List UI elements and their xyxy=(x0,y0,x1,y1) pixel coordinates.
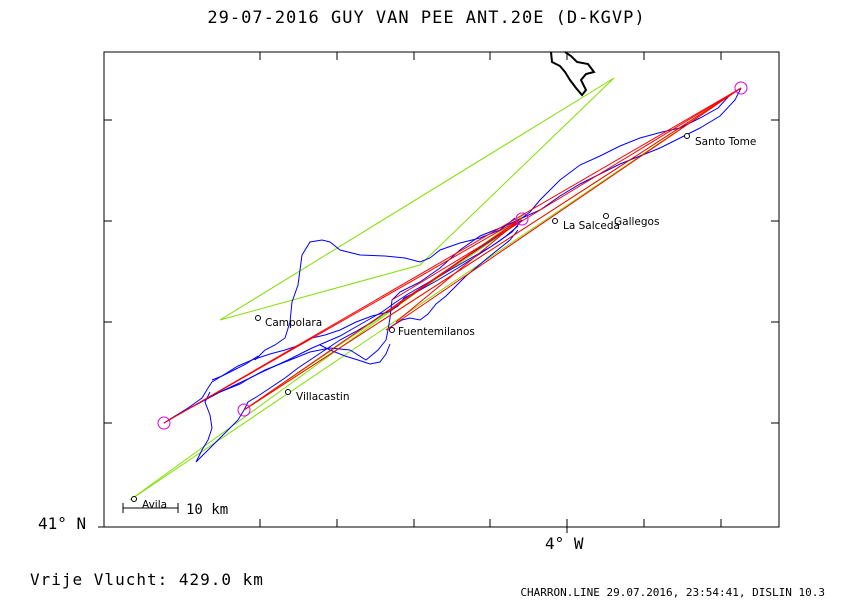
longitude-label: 4° W xyxy=(545,534,584,553)
marker-villacastin xyxy=(285,389,291,395)
red-leg-3 xyxy=(163,217,523,424)
green-triangle xyxy=(219,77,615,321)
map-frame xyxy=(103,51,780,528)
track-segment-11 xyxy=(219,225,519,393)
track-segment-12 xyxy=(211,355,259,381)
track-segment-9 xyxy=(385,229,519,331)
marker-gallegos xyxy=(603,213,609,219)
marker-la-salceda xyxy=(552,218,558,224)
red-leg-6 xyxy=(387,217,523,313)
red-leg-1 xyxy=(163,87,742,424)
red-leg-5 xyxy=(385,87,742,331)
turnpoint-east xyxy=(734,81,748,95)
label-campolara: Campolara xyxy=(265,317,322,329)
marker-avila xyxy=(131,496,137,502)
free-flight-distance: Vrije Vlucht: 429.0 km xyxy=(30,570,264,589)
red-leg-8 xyxy=(395,217,523,323)
scale-bar-label: 10 km xyxy=(186,502,228,518)
green-leg-b xyxy=(129,87,742,501)
latitude-label: 41° N xyxy=(38,514,87,533)
red-leg-2 xyxy=(243,87,742,411)
marker-fuentemilanos xyxy=(389,327,395,333)
axis-ticks xyxy=(98,52,779,533)
map-title: 29-07-2016 GUY VAN PEE ANT.20E (D-KGVP) xyxy=(207,8,646,28)
place-markers xyxy=(131,133,690,502)
label-fuentemilanos: Fuentemilanos xyxy=(398,326,475,338)
label-gallegos: Gallegos xyxy=(614,216,659,228)
turnpoints xyxy=(157,81,748,430)
track-segment-6 xyxy=(195,391,245,463)
label-santo-tome: Santo Tome xyxy=(695,136,756,148)
label-avila: Avila xyxy=(142,499,167,511)
marker-campolara xyxy=(255,315,261,321)
red-leg-7 xyxy=(391,87,742,301)
scale-bar xyxy=(122,503,179,513)
track-segment-10 xyxy=(319,343,391,365)
track-segment-3 xyxy=(163,297,405,424)
track-segment-7 xyxy=(254,217,516,361)
label-villacastin: Villacastin xyxy=(296,391,350,403)
region-outline xyxy=(550,51,596,97)
red-task-lines xyxy=(163,87,742,424)
track-segment-1 xyxy=(385,87,742,341)
marker-santo-tome xyxy=(684,133,690,139)
track-segment-8 xyxy=(521,87,742,219)
label-la-salceda: La Salceda xyxy=(563,220,620,232)
track-segment-4 xyxy=(403,219,523,299)
turnpoint-center xyxy=(515,212,529,226)
turnpoint-southwest xyxy=(237,403,251,417)
gps-track xyxy=(163,87,742,463)
credit-line: CHARRON.LINE 29.07.2016, 23:54:41, DISLI… xyxy=(520,586,825,599)
turnpoint-west xyxy=(157,416,171,430)
